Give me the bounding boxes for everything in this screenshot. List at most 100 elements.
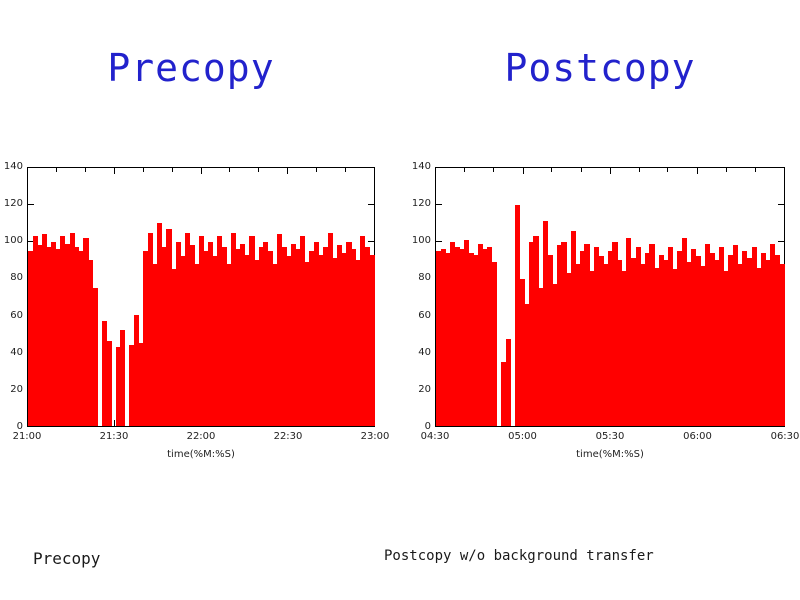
precopy-x-axis-label: time(%M:%S) [167, 449, 235, 460]
bar [654, 267, 660, 426]
bar [732, 245, 739, 426]
tick-mark [368, 241, 374, 243]
bar [672, 269, 678, 426]
bar [561, 241, 567, 426]
bar [267, 250, 274, 426]
bar [184, 232, 191, 426]
bar [221, 247, 227, 426]
x-tick-label: 22:30 [273, 431, 303, 442]
tick-mark [287, 168, 288, 174]
bar [440, 249, 446, 426]
bar [765, 260, 771, 426]
bar [337, 245, 343, 426]
bar [593, 247, 599, 426]
tick-mark [344, 168, 346, 172]
bar [436, 250, 442, 426]
bar [143, 250, 149, 426]
bar [161, 247, 167, 426]
y-tick-label: 20 [10, 383, 23, 395]
tick-mark [28, 241, 34, 243]
y-tick-label: 0 [16, 421, 23, 432]
y-tick-label: 140 [411, 161, 431, 172]
bar [346, 241, 352, 426]
bar [463, 239, 470, 426]
tick-mark [436, 241, 442, 243]
bar [770, 243, 776, 426]
tick-mark [580, 168, 582, 172]
bar [500, 361, 507, 426]
tick-mark [56, 168, 58, 172]
bar [681, 238, 688, 426]
postcopy-title: Postcopy [504, 46, 696, 90]
y-tick-label: 120 [3, 198, 23, 210]
bar [355, 260, 361, 426]
bar [152, 263, 158, 426]
bar [369, 254, 375, 426]
bar [115, 346, 121, 426]
y-tick-label: 100 [411, 235, 431, 247]
tick-mark [200, 168, 202, 174]
bar [449, 241, 456, 426]
bar [290, 243, 297, 426]
postcopy-caption-line-1: Postcopy w/o background transfer [384, 548, 654, 564]
tick-mark [142, 168, 144, 172]
bar [607, 250, 613, 426]
bar [649, 243, 655, 426]
bar [189, 245, 195, 426]
bar [240, 243, 246, 426]
bar [134, 315, 140, 426]
tick-mark [114, 420, 115, 426]
bar [212, 256, 218, 426]
x-tick-label: 05:00 [508, 431, 537, 442]
tick-mark [754, 168, 756, 172]
bar [514, 204, 521, 426]
bar [64, 243, 71, 426]
bar [46, 247, 52, 426]
bar [612, 241, 618, 426]
bar [295, 249, 301, 426]
bar [473, 254, 479, 426]
bar [304, 262, 310, 426]
postcopy-x-axis: 04:30 05:00 05:30 06:00 06:30 [421, 431, 800, 445]
postcopy-plot-area [435, 167, 785, 427]
bar [728, 254, 734, 426]
bar [350, 249, 357, 426]
bar [37, 245, 43, 426]
bar [249, 236, 255, 426]
bar [528, 241, 535, 426]
bar [644, 252, 651, 426]
bar [691, 249, 697, 426]
bar [603, 263, 609, 426]
tick-mark [114, 168, 115, 174]
bar [198, 236, 204, 426]
bar [263, 241, 269, 426]
bar [695, 256, 702, 426]
bar [226, 263, 232, 426]
bar [626, 238, 632, 426]
postcopy-y-axis: 0 20 40 60 80 100 120 140 [404, 161, 431, 432]
tick-mark [638, 168, 640, 172]
bar [570, 230, 576, 426]
bar [584, 243, 590, 426]
bar [751, 247, 757, 426]
bar [519, 278, 525, 426]
bar [286, 256, 292, 426]
x-tick-label: 21:30 [99, 431, 129, 442]
postcopy-x-axis-label: time(%M:%S) [576, 449, 644, 460]
bar [616, 260, 623, 426]
bar [147, 232, 154, 426]
bar [459, 249, 465, 426]
bar [69, 232, 75, 426]
tick-mark [551, 168, 553, 172]
tick-mark [28, 204, 34, 206]
x-tick-label: 05:30 [595, 431, 625, 442]
tick-mark [493, 168, 495, 172]
bar [477, 243, 483, 426]
bar [175, 241, 181, 426]
bar [552, 284, 558, 426]
bar [630, 258, 637, 426]
bar [207, 241, 214, 426]
bar [166, 228, 172, 426]
bar [74, 247, 80, 426]
